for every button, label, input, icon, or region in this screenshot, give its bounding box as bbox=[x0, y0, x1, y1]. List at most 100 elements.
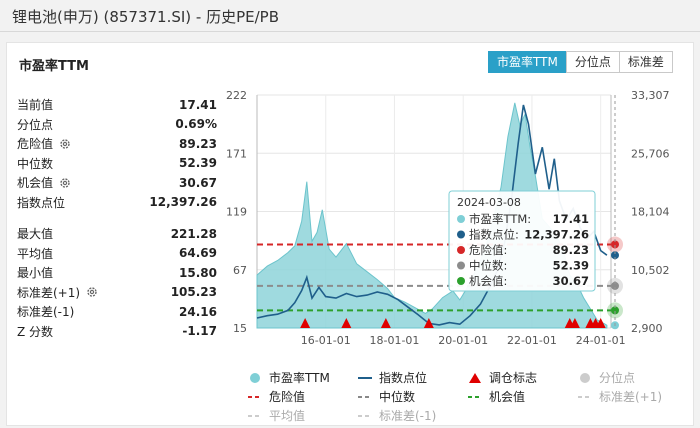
tab-std-dev[interactable]: 标准差 bbox=[618, 51, 673, 73]
stat-row: 分位点 0.69% bbox=[17, 115, 217, 135]
stat-label: 机会值 bbox=[17, 174, 71, 191]
legend-item[interactable]: 危险值 bbox=[247, 388, 357, 405]
line-marker-icon bbox=[358, 395, 372, 398]
stat-label: 标准差(-1) bbox=[17, 303, 74, 320]
settings-gear-icon[interactable] bbox=[59, 177, 71, 189]
legend-label: 机会值 bbox=[489, 390, 526, 404]
legend-item[interactable]: 指数点位 bbox=[357, 369, 467, 386]
x-tick: 16-01-01 bbox=[301, 334, 351, 347]
stat-label-text: 最小值 bbox=[17, 266, 54, 281]
rebalance-marker bbox=[380, 318, 391, 328]
stat-row: 危险值 89.23 bbox=[17, 134, 217, 154]
legend-label: 中位数 bbox=[379, 390, 416, 404]
stats-table: 当前值 17.41 分位点 0.69% 危险值 89.23 中位数 52.39 机会值 30.67… bbox=[17, 95, 217, 341]
stat-value: 89.23 bbox=[179, 136, 217, 151]
legend-row: 平均值 标准差(-1) bbox=[247, 406, 687, 425]
stat-label: Z 分数 bbox=[17, 323, 53, 340]
stat-value: 12,397.26 bbox=[149, 195, 217, 210]
stat-row: 指数点位 12,397.26 bbox=[17, 193, 217, 213]
stat-value: 30.67 bbox=[179, 175, 217, 190]
legend-item[interactable]: 平均值 bbox=[247, 407, 357, 424]
tooltip-date: 2024-03-08 bbox=[457, 196, 521, 209]
rebalance-marker bbox=[300, 318, 311, 328]
stat-label-text: 最大值 bbox=[17, 227, 54, 242]
stat-row: 平均值 64.69 bbox=[17, 244, 217, 264]
stat-label-text: 当前值 bbox=[17, 98, 54, 113]
y-right-tick: 10,502 bbox=[631, 264, 670, 277]
x-tick: 20-01-01 bbox=[438, 334, 488, 347]
rebalance-marker bbox=[595, 318, 606, 328]
stat-value: 52.39 bbox=[179, 156, 217, 171]
legend-label: 标准差(-1) bbox=[379, 409, 437, 423]
tooltip-value: 17.41 bbox=[553, 212, 589, 226]
stat-label-text: 指数点位 bbox=[17, 195, 66, 210]
stat-label-text: 标准差(-1) bbox=[17, 305, 75, 320]
stat-label: 分位点 bbox=[17, 116, 53, 133]
stat-label: 中位数 bbox=[17, 155, 53, 172]
tooltip-label: 市盈率TTM: bbox=[469, 212, 531, 226]
stat-value: 105.23 bbox=[170, 285, 217, 300]
tooltip-label: 机会值: bbox=[469, 274, 507, 288]
legend-item[interactable]: 分位点 bbox=[577, 369, 687, 386]
stat-label: 当前值 bbox=[17, 96, 53, 113]
legend-label: 标准差(+1) bbox=[599, 390, 663, 404]
legend-label: 指数点位 bbox=[379, 371, 428, 385]
line-marker-icon bbox=[578, 395, 592, 398]
stat-label: 危险值 bbox=[17, 135, 71, 152]
stat-row: 当前值 17.41 bbox=[17, 95, 217, 115]
legend-label: 危险值 bbox=[269, 390, 306, 404]
legend-item[interactable]: 标准差(-1) bbox=[357, 407, 467, 424]
panel-title: 市盈率TTM bbox=[19, 59, 89, 74]
tab-percentile[interactable]: 分位点 bbox=[565, 51, 620, 73]
title-bar: 锂电池(申万) (857371.SI) - 历史PE/PB bbox=[0, 0, 700, 32]
x-tick: 18-01-01 bbox=[370, 334, 420, 347]
pe-chart[interactable]: 222 33,307 171 25,706 119 18,104 67 10,502 15 2,9… bbox=[7, 43, 695, 363]
y-left-tick: 171 bbox=[226, 147, 247, 160]
tab-pe-ttm[interactable]: 市盈率TTM bbox=[488, 51, 567, 73]
stat-value: 0.69% bbox=[175, 117, 217, 132]
stat-label-text: 中位数 bbox=[17, 156, 54, 171]
legend-item[interactable]: 机会值 bbox=[467, 388, 577, 405]
tooltip-value: 52.39 bbox=[553, 259, 589, 273]
y-left-tick: 67 bbox=[233, 264, 247, 277]
line-marker-icon bbox=[248, 395, 262, 398]
chart-legend: 市盈率TTM 指数点位 调仓标志 分位点危险值 中位数 机会值 标准差(+1) 平均值 标准差(… bbox=[247, 368, 687, 425]
tooltip-value: 30.67 bbox=[553, 274, 589, 288]
line-marker-icon bbox=[358, 414, 372, 417]
legend-item[interactable]: 中位数 bbox=[357, 388, 467, 405]
settings-gear-icon[interactable] bbox=[59, 138, 71, 150]
stat-value: 221.28 bbox=[170, 226, 217, 241]
stat-label-text: 机会值 bbox=[17, 176, 54, 191]
x-tick: 22-01-01 bbox=[507, 334, 557, 347]
stat-value: 17.41 bbox=[179, 97, 217, 112]
legend-item[interactable]: 标准差(+1) bbox=[577, 388, 687, 405]
stat-row: 最小值 15.80 bbox=[17, 263, 217, 283]
line-marker-icon bbox=[248, 414, 262, 417]
stat-label-text: 分位点 bbox=[17, 117, 54, 132]
tooltip-series-dot bbox=[457, 215, 465, 223]
stat-value: 24.16 bbox=[179, 304, 217, 319]
legend-label: 市盈率TTM bbox=[269, 371, 330, 385]
stat-label-text: 危险值 bbox=[17, 137, 54, 152]
tooltip-label: 中位数: bbox=[469, 259, 507, 273]
y-left-tick: 119 bbox=[226, 206, 247, 219]
line-marker-icon bbox=[468, 395, 482, 398]
stat-label-text: 平均值 bbox=[17, 246, 54, 261]
metric-tabs: 市盈率TTM 分位点 标准差 bbox=[488, 51, 673, 73]
stat-row: 标准差(+1) 105.23 bbox=[17, 283, 217, 303]
y-right-tick: 18,104 bbox=[631, 206, 670, 219]
legend-item[interactable]: 市盈率TTM bbox=[247, 369, 357, 386]
legend-item[interactable]: 调仓标志 bbox=[467, 369, 577, 386]
legend-row: 市盈率TTM 指数点位 调仓标志 分位点 bbox=[247, 368, 687, 387]
stat-label-text: 标准差(+1) bbox=[17, 285, 81, 300]
chart-tooltip: 2024-03-08 市盈率TTM: 17.41 指数点位: 12,397.26 危险值:… bbox=[448, 190, 596, 292]
pe-panel: 市盈率TTM 市盈率TTM 分位点 标准差 当前值 17.41 分位点 0.69% 危险… bbox=[6, 42, 694, 426]
stat-row: 标准差(-1) 24.16 bbox=[17, 302, 217, 322]
tooltip-value: 12,397.26 bbox=[524, 228, 589, 242]
legend-label: 调仓标志 bbox=[489, 371, 538, 385]
y-left-tick: 222 bbox=[226, 89, 247, 102]
stat-row: 机会值 30.67 bbox=[17, 173, 217, 193]
tooltip-label: 危险值: bbox=[469, 243, 507, 257]
stat-label: 最小值 bbox=[17, 264, 53, 281]
settings-gear-icon[interactable] bbox=[86, 286, 98, 298]
